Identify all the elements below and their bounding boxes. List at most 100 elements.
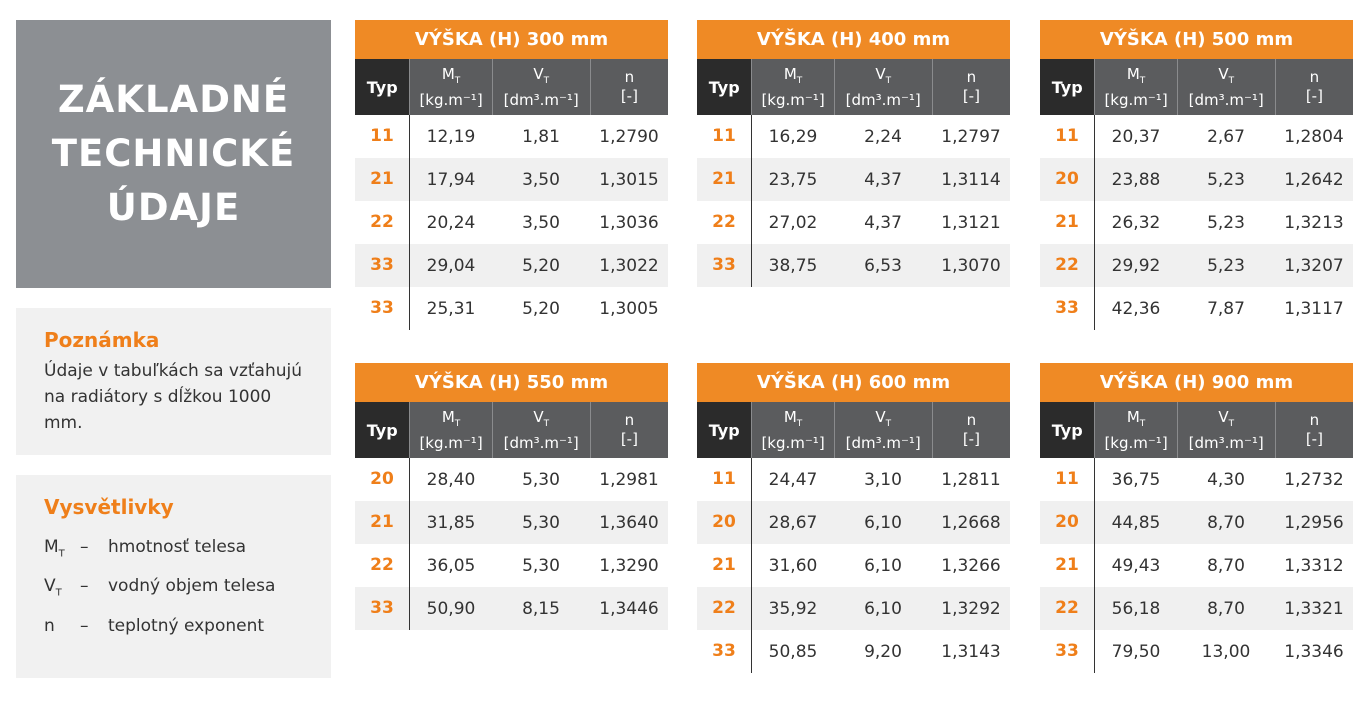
row-volume: 5,30: [522, 555, 560, 576]
row-exponent: 1,2981: [599, 469, 659, 490]
table-row: 21 17,94 3,50 1,3015: [355, 158, 668, 201]
legend-symbol: VT: [44, 576, 62, 599]
col-volume: VT [dm³.m⁻¹]: [491, 59, 590, 115]
table-row: 11 16,29 2,24 1,2797: [697, 115, 1010, 158]
table-row: 22 27,02 4,37 1,3121: [697, 201, 1010, 244]
row-exponent: 1,3070: [941, 255, 1001, 276]
col-volume: VT [dm³.m⁻¹]: [1176, 402, 1275, 458]
table-row: 22 35,92 6,10 1,3292: [697, 587, 1010, 630]
page-title: ZÁKLADNÉ TECHNICKÉ ÚDAJE: [52, 73, 295, 235]
column-header: Typ MT [kg.m⁻¹] VT [dm³.m⁻¹] n [-]: [355, 59, 668, 115]
table-row: 21 31,85 5,30 1,3640: [355, 501, 668, 544]
row-typ: 20: [1040, 501, 1095, 544]
row-volume: 6,10: [864, 555, 902, 576]
row-typ: 21: [355, 158, 410, 201]
table-row: 33 25,31 5,20 1,3005: [355, 287, 668, 330]
row-volume: 2,67: [1207, 126, 1245, 147]
row-typ: 33: [697, 630, 752, 673]
row-mass: 42,36: [1111, 298, 1161, 319]
column-header: Typ MT [kg.m⁻¹] VT [dm³.m⁻¹] n [-]: [355, 402, 668, 458]
row-mass: 50,85: [768, 641, 818, 662]
row-exponent: 1,2811: [941, 469, 1001, 490]
row-volume: 5,23: [1207, 255, 1245, 276]
col-mass: MT [kg.m⁻¹]: [1094, 59, 1176, 115]
row-exponent: 1,3312: [1284, 555, 1344, 576]
note-text: Údaje v tabuľkách sa vzťahujú na radiáto…: [44, 361, 303, 433]
row-volume: 9,20: [864, 641, 902, 662]
col-mass: MT [kg.m⁻¹]: [409, 59, 491, 115]
table-row: 20 28,40 5,30 1,2981: [355, 458, 668, 501]
legend-dash: –: [80, 615, 89, 636]
row-mass: 29,04: [426, 255, 476, 276]
row-mass: 31,85: [426, 512, 476, 533]
row-exponent: 1,2956: [1284, 512, 1344, 533]
col-mass: MT [kg.m⁻¹]: [751, 402, 833, 458]
row-mass: 28,67: [768, 512, 818, 533]
data-table: VÝŠKA (H) 550 mm Typ MT [kg.m⁻¹] VT [dm³.m⁻¹]…: [355, 363, 668, 630]
row-mass: 56,18: [1111, 598, 1161, 619]
row-mass: 27,02: [768, 212, 818, 233]
col-typ: Typ: [697, 59, 752, 115]
legend-panel: Vysvětlivky MT – hmotnosť telesa VT – vo…: [16, 475, 331, 678]
row-typ: 22: [1040, 587, 1095, 630]
data-table: VÝŠKA (H) 300 mm Typ MT [kg.m⁻¹] VT [dm³.m⁻¹]…: [355, 20, 668, 330]
row-mass: 12,19: [426, 126, 476, 147]
table-title: VÝŠKA (H) 500 mm: [1040, 20, 1353, 59]
row-volume: 3,50: [522, 212, 560, 233]
col-exponent: n [-]: [589, 59, 668, 115]
table-row: 22 29,92 5,23 1,3207: [1040, 244, 1353, 287]
table-row: 33 50,85 9,20 1,3143: [697, 630, 1010, 673]
row-typ: 21: [697, 544, 752, 587]
row-mass: 20,37: [1111, 126, 1161, 147]
table-row: 11 12,19 1,81 1,2790: [355, 115, 668, 158]
row-typ: 22: [697, 587, 752, 630]
row-volume: 4,37: [864, 169, 902, 190]
table-row: 33 38,75 6,53 1,3070: [697, 244, 1010, 287]
title-line: TECHNICKÉ: [51, 132, 296, 175]
row-volume: 6,10: [864, 598, 902, 619]
legend-desc: hmotnosť telesa: [108, 537, 247, 557]
row-exponent: 1,2668: [941, 512, 1001, 533]
col-exponent: n [-]: [589, 402, 668, 458]
row-exponent: 1,2642: [1284, 169, 1344, 190]
col-typ: Typ: [1040, 402, 1095, 458]
legend-symbol: MT: [44, 537, 65, 560]
row-typ: 22: [697, 201, 752, 244]
row-volume: 1,81: [522, 126, 560, 147]
row-mass: 44,85: [1111, 512, 1161, 533]
row-mass: 16,29: [768, 126, 818, 147]
row-mass: 79,50: [1111, 641, 1161, 662]
row-volume: 8,15: [522, 598, 560, 619]
col-mass: MT [kg.m⁻¹]: [409, 402, 491, 458]
row-typ: 22: [355, 201, 410, 244]
legend-item: MT – hmotnosť telesa: [44, 531, 331, 570]
row-mass: 26,32: [1111, 212, 1161, 233]
col-exponent: n [-]: [931, 402, 1010, 458]
data-table: VÝŠKA (H) 400 mm Typ MT [kg.m⁻¹] VT [dm³.m⁻¹]…: [697, 20, 1010, 287]
row-exponent: 1,3446: [599, 598, 659, 619]
row-typ: 33: [355, 244, 410, 287]
row-mass: 25,31: [426, 298, 476, 319]
row-typ: 33: [1040, 287, 1095, 330]
title-line: ZÁKLADNÉ: [57, 78, 290, 121]
table-row: 22 36,05 5,30 1,3290: [355, 544, 668, 587]
table-row: 21 26,32 5,23 1,3213: [1040, 201, 1353, 244]
row-volume: 6,10: [864, 512, 902, 533]
row-exponent: 1,3005: [599, 298, 659, 319]
table-row: 20 44,85 8,70 1,2956: [1040, 501, 1353, 544]
legend-heading: Vysvětlivky: [44, 495, 174, 519]
row-typ: 11: [1040, 115, 1095, 158]
row-mass: 24,47: [768, 469, 818, 490]
column-header: Typ MT [kg.m⁻¹] VT [dm³.m⁻¹] n [-]: [1040, 59, 1353, 115]
legend-item: VT – vodný objem telesa: [44, 570, 331, 609]
table-row: 22 20,24 3,50 1,3036: [355, 201, 668, 244]
title-line: ÚDAJE: [106, 186, 241, 229]
row-volume: 5,20: [522, 255, 560, 276]
title-panel: ZÁKLADNÉ TECHNICKÉ ÚDAJE: [16, 20, 331, 288]
table-title: VÝŠKA (H) 400 mm: [697, 20, 1010, 59]
row-volume: 8,70: [1207, 598, 1245, 619]
row-exponent: 1,3266: [941, 555, 1001, 576]
row-exponent: 1,2790: [599, 126, 659, 147]
row-exponent: 1,3292: [941, 598, 1001, 619]
table-title: VÝŠKA (H) 600 mm: [697, 363, 1010, 402]
